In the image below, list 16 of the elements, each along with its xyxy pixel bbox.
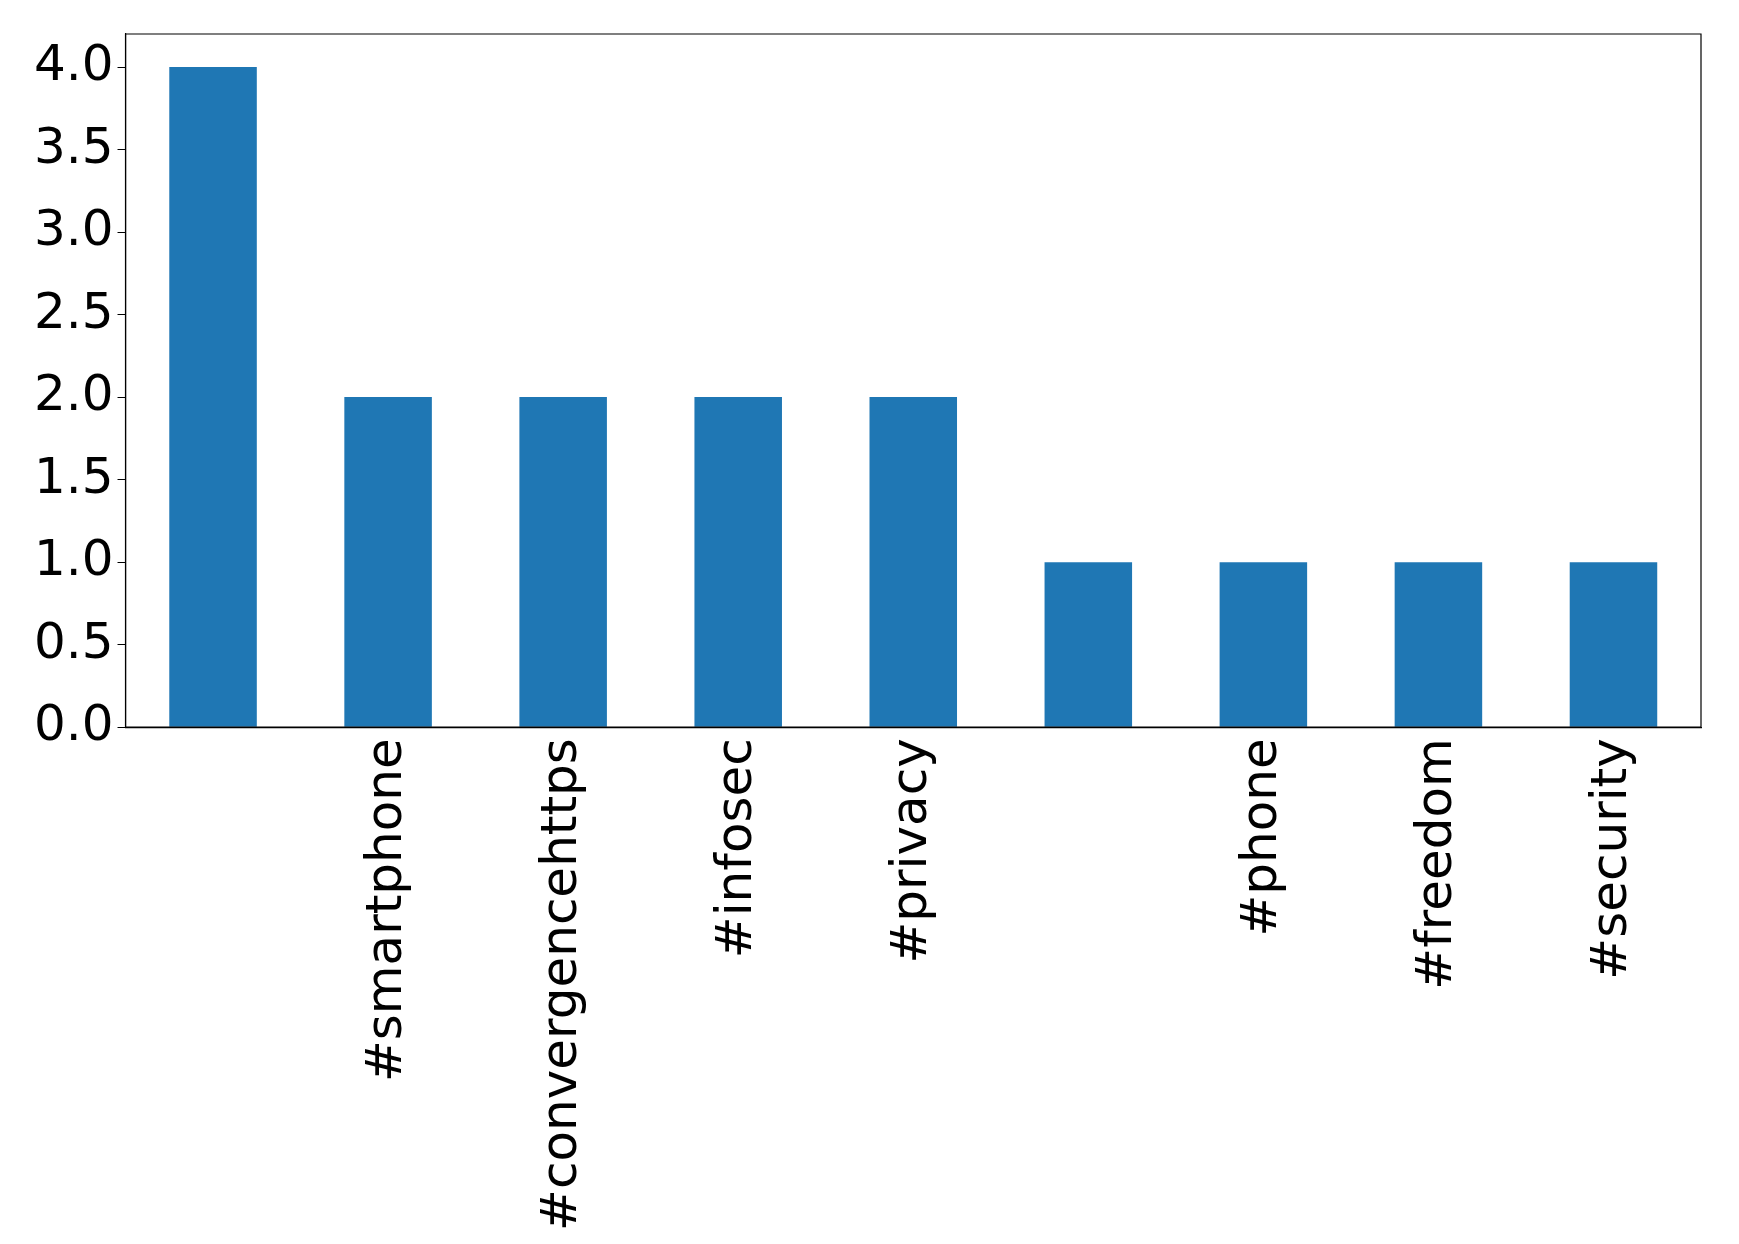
x-tick-label: #privacy [880,738,939,964]
y-tick-label: 4.0 [33,33,114,92]
y-tick-label: 0.5 [33,611,114,670]
y-tick-label: 1.5 [33,446,114,505]
y-tick-label: 3.5 [33,116,114,175]
y-tick-label: 2.5 [33,281,114,340]
x-tick-label: #infosec [705,738,764,959]
x-tick-label: #security [1580,738,1639,980]
x-tick-label: #smartphone [355,738,414,1083]
y-tick-label: 2.0 [33,364,114,423]
x-tick-label: #freedom [1405,738,1464,990]
y-tick-label: 0.0 [33,694,114,753]
y-tick-label: 1.0 [33,529,114,588]
y-tick-label: 3.0 [33,199,114,258]
x-tick-label: #convergencehttps [530,738,589,1232]
x-tick-label: #phone [1230,738,1289,937]
